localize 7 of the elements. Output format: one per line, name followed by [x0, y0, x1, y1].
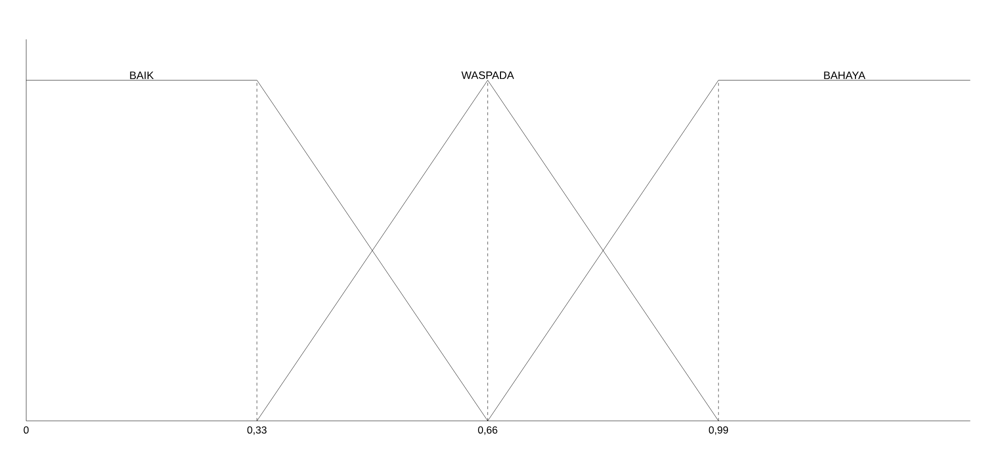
series-label: BAIK — [130, 71, 154, 79]
series-label: WASPADA — [461, 71, 514, 79]
x-tick-label: 0,99 — [708, 426, 728, 435]
x-tick-label: 0,33 — [247, 426, 267, 435]
x-tick-label: 0 — [24, 426, 29, 434]
x-tick-label: 0,66 — [478, 426, 498, 435]
series-label: BAHAYA — [824, 71, 866, 79]
